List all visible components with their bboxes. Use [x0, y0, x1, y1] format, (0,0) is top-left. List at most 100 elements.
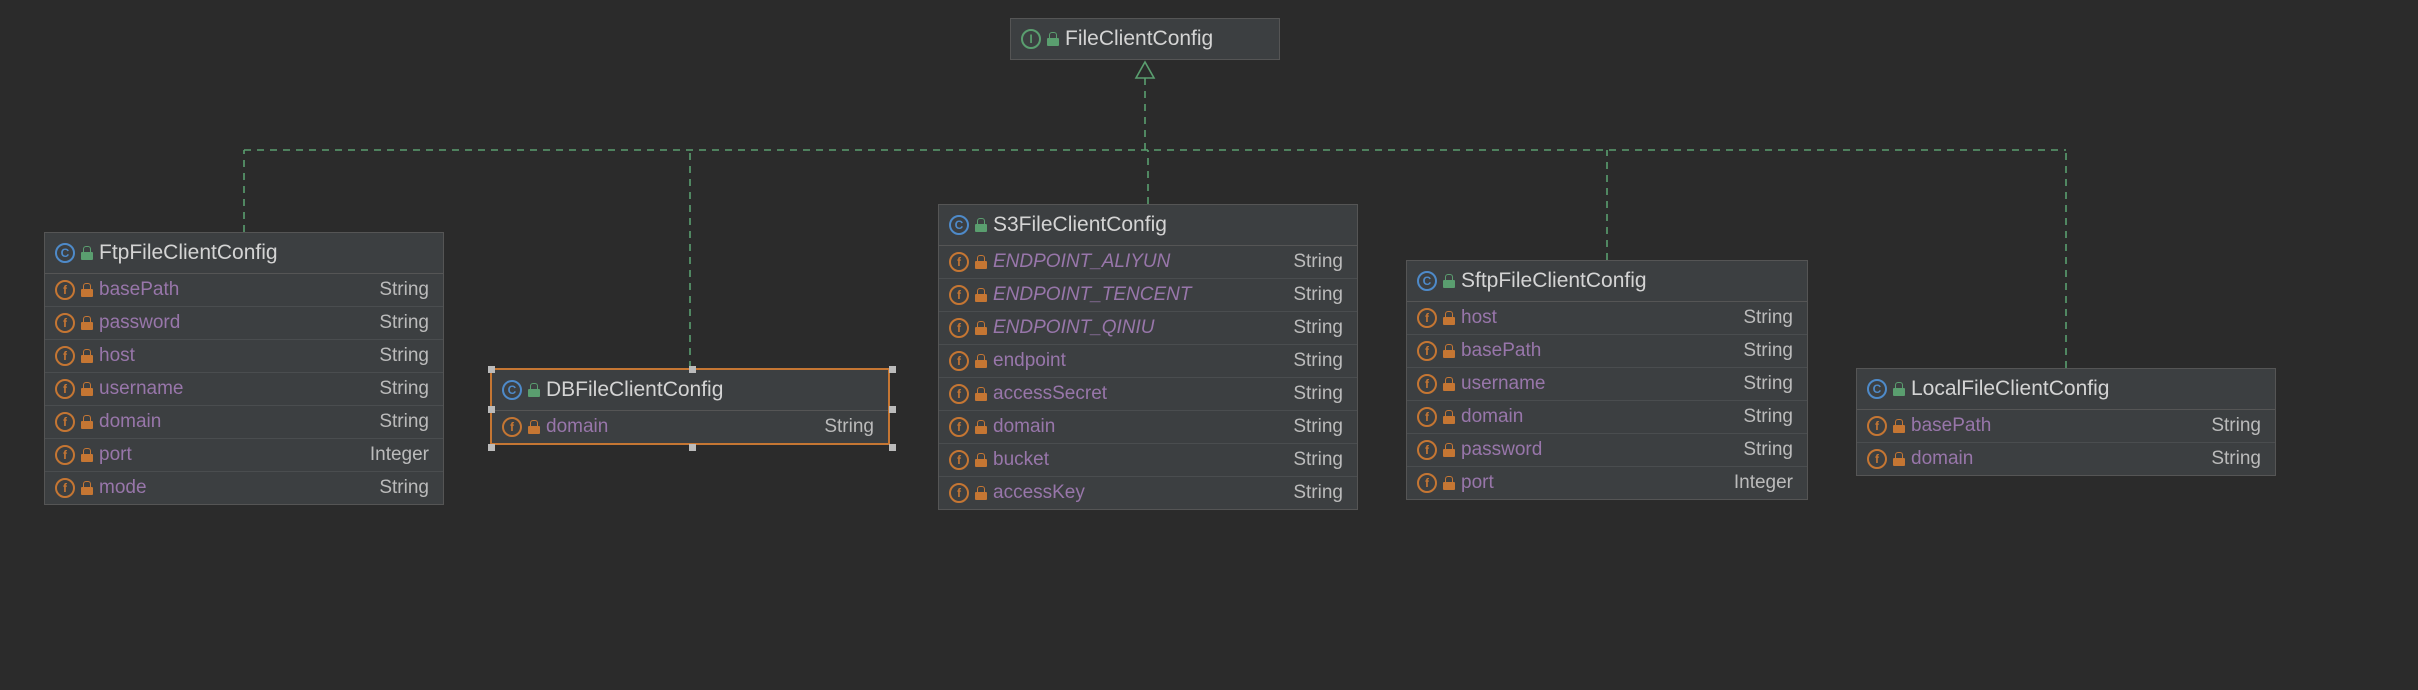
field-type: String: [1269, 284, 1343, 306]
field-row[interactable]: fdomainString: [492, 411, 888, 443]
node-header[interactable]: CS3FileClientConfig: [939, 205, 1357, 246]
field-name: ENDPOINT_ALIYUN: [993, 251, 1170, 273]
field-row[interactable]: fdomainString: [45, 406, 443, 439]
field-icon: f: [1417, 473, 1437, 493]
field-row[interactable]: fpasswordString: [45, 307, 443, 340]
field-name: bucket: [993, 449, 1049, 471]
field-icon: f: [1417, 308, 1437, 328]
field-icon: f: [949, 450, 969, 470]
field-row[interactable]: fportInteger: [45, 439, 443, 472]
lock-icon: [975, 218, 987, 232]
field-name: ENDPOINT_QINIU: [993, 317, 1155, 339]
uml-node-S3FileClientConfig[interactable]: CS3FileClientConfig f ENDPOINT_ALIYUN Strin…: [938, 204, 1358, 510]
node-title: DBFileClientConfig: [546, 378, 723, 402]
field-type: String: [355, 411, 429, 433]
field-row[interactable]: fbucketString: [939, 444, 1357, 477]
lock-icon: [528, 420, 540, 434]
lock-icon: [1893, 452, 1905, 466]
lock-icon: [1443, 344, 1455, 358]
lock-icon: [975, 354, 987, 368]
field-icon: f: [55, 313, 75, 333]
field-icon: f: [55, 445, 75, 465]
field-name: domain: [1461, 406, 1523, 428]
field-row[interactable]: fdomainString: [1857, 443, 2275, 475]
uml-node-FtpFileClientConfig[interactable]: CFtpFileClientConfigfbasePathStringfpass…: [44, 232, 444, 505]
field-type: String: [1269, 383, 1343, 405]
field-row[interactable]: fENDPOINT_ALIYUNString: [939, 246, 1357, 279]
field-name: host: [1461, 307, 1497, 329]
field-type: String: [355, 312, 429, 334]
field-type: String: [355, 345, 429, 367]
field-icon: f: [1867, 416, 1887, 436]
field-row[interactable]: fbasePathString: [1857, 410, 2275, 443]
field-row[interactable]: faccessKeyString: [939, 477, 1357, 509]
lock-icon: [1893, 382, 1905, 396]
lock-icon: [1443, 410, 1455, 424]
field-icon: f: [55, 478, 75, 498]
uml-node-SftpFileClientConfig[interactable]: CSftpFileClientConfigfhostStringfbasePat…: [1406, 260, 1808, 500]
field-type: String: [1269, 251, 1343, 273]
selection-handle[interactable]: [488, 406, 495, 413]
field-type: String: [1269, 416, 1343, 438]
node-header[interactable]: CLocalFileClientConfig: [1857, 369, 2275, 410]
field-row[interactable]: fendpointString: [939, 345, 1357, 378]
selection-handle[interactable]: [889, 406, 896, 413]
field-icon: f: [949, 483, 969, 503]
field-icon: f: [1417, 407, 1437, 427]
selection-handle[interactable]: [889, 366, 896, 373]
node-title: LocalFileClientConfig: [1911, 377, 2109, 401]
lock-icon: [81, 448, 93, 462]
field-row[interactable]: f domain String: [1407, 401, 1807, 434]
field-icon: f: [502, 417, 522, 437]
field-row[interactable]: fhostString: [1407, 302, 1807, 335]
field-type: String: [1719, 373, 1793, 395]
uml-node-LocalFileClientConfig[interactable]: CLocalFileClientConfigfbasePathStringf do…: [1856, 368, 2276, 476]
field-list: fhostStringfbasePathStringfusernameStrin…: [1407, 302, 1807, 499]
field-type: String: [800, 416, 874, 438]
selection-handle[interactable]: [689, 366, 696, 373]
lock-icon: [1443, 476, 1455, 490]
field-row[interactable]: faccessSecretString: [939, 378, 1357, 411]
lock-icon: [81, 382, 93, 396]
selection-handle[interactable]: [889, 444, 896, 451]
field-row[interactable]: fbasePathString: [1407, 335, 1807, 368]
node-header[interactable]: IFileClientConfig: [1011, 19, 1279, 59]
field-row[interactable]: fbasePathString: [45, 274, 443, 307]
lock-icon: [1893, 419, 1905, 433]
selection-handle[interactable]: [488, 366, 495, 373]
field-row[interactable]: fENDPOINT_QINIUString: [939, 312, 1357, 345]
field-row[interactable]: fpasswordString: [1407, 434, 1807, 467]
lock-icon: [975, 420, 987, 434]
node-header[interactable]: CFtpFileClientConfig: [45, 233, 443, 274]
field-name: domain: [1911, 448, 1973, 470]
lock-icon: [1443, 443, 1455, 457]
node-header[interactable]: CDBFileClientConfig: [492, 370, 888, 411]
uml-node-FileClientConfig[interactable]: IFileClientConfig: [1010, 18, 1280, 60]
lock-icon: [81, 349, 93, 363]
field-type: String: [2187, 415, 2261, 437]
field-icon: f: [949, 285, 969, 305]
field-name: password: [1461, 439, 1542, 461]
selection-handle[interactable]: [488, 444, 495, 451]
field-type: String: [1719, 406, 1793, 428]
field-row[interactable]: fdomainString: [939, 411, 1357, 444]
field-type: Integer: [346, 444, 429, 466]
field-row[interactable]: fhostString: [45, 340, 443, 373]
node-header[interactable]: CSftpFileClientConfig: [1407, 261, 1807, 302]
field-type: String: [2187, 448, 2261, 470]
lock-icon: [81, 316, 93, 330]
lock-icon: [975, 453, 987, 467]
uml-node-DBFileClientConfig[interactable]: CDBFileClientConfigfdomainString: [490, 368, 890, 445]
field-row[interactable]: fusernameString: [45, 373, 443, 406]
field-type: String: [355, 378, 429, 400]
field-row[interactable]: fENDPOINT_TENCENTString: [939, 279, 1357, 312]
field-row[interactable]: fmodeString: [45, 472, 443, 504]
field-icon: f: [55, 412, 75, 432]
lock-icon: [975, 288, 987, 302]
field-list: fdomainString: [492, 411, 888, 443]
field-row[interactable]: fportInteger: [1407, 467, 1807, 499]
field-type: String: [1719, 340, 1793, 362]
field-name: domain: [993, 416, 1055, 438]
field-row[interactable]: fusernameString: [1407, 368, 1807, 401]
selection-handle[interactable]: [689, 444, 696, 451]
